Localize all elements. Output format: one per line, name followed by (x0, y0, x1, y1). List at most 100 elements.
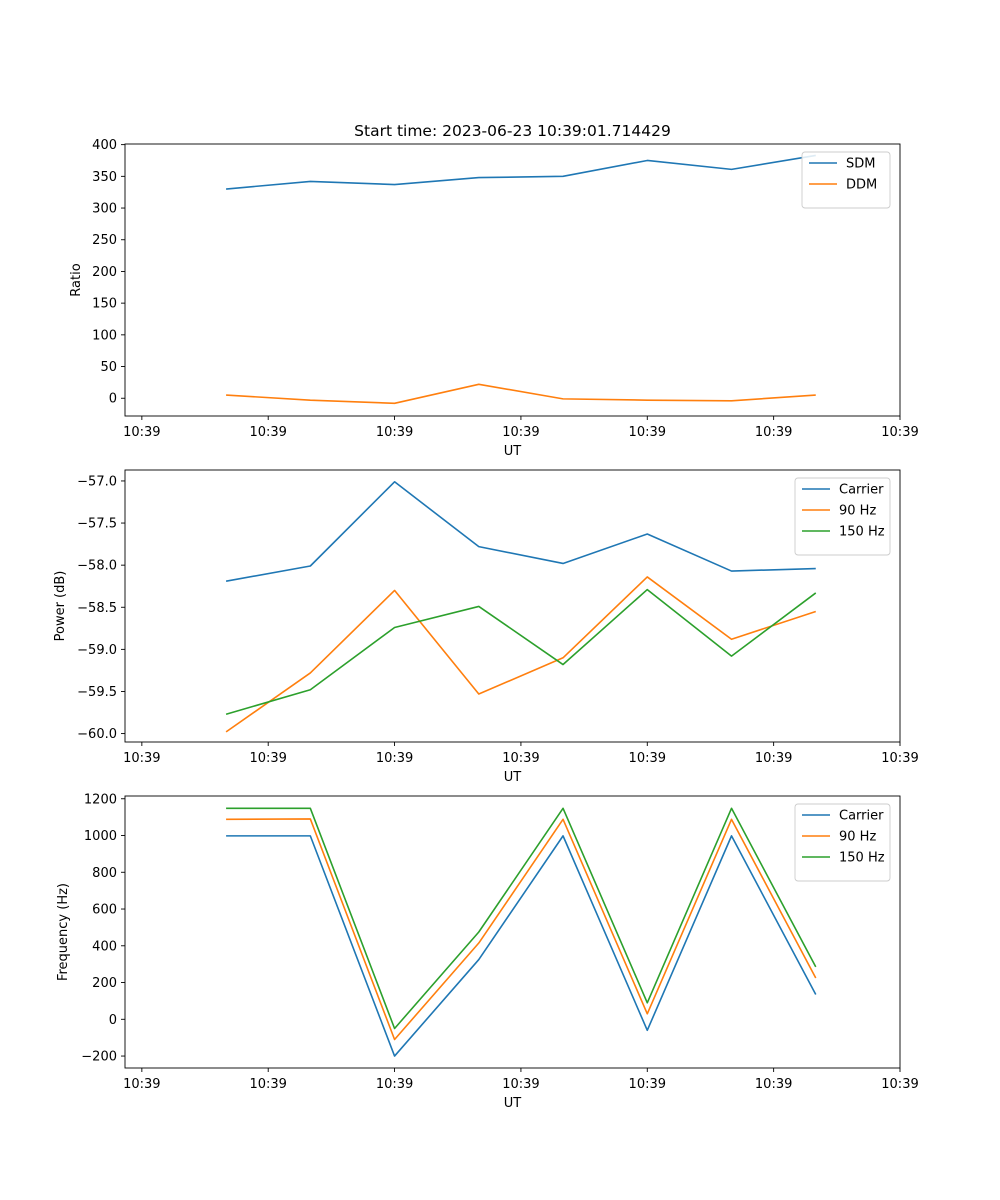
x-tick-label: 10:39 (629, 751, 666, 766)
y-tick-label: 1200 (84, 792, 117, 807)
data-point-sdm (645, 158, 650, 163)
data-point-150-hz (813, 964, 818, 969)
data-point-90-hz (729, 637, 734, 642)
data-point-150-hz (476, 930, 481, 935)
data-point-carrier (645, 532, 650, 537)
x-tick-label: 10:39 (629, 425, 666, 440)
data-point-90-hz (645, 574, 650, 579)
data-point-sdm (392, 182, 397, 187)
data-point-carrier (729, 833, 734, 838)
data-point-ddm (561, 396, 566, 401)
y-tick-label: −59.5 (77, 685, 117, 700)
data-point-ddm (645, 398, 650, 403)
y-tick-label: 300 (92, 202, 117, 217)
data-point-150-hz (224, 712, 229, 717)
series-line-90-hz (225, 576, 817, 733)
data-point-carrier (392, 479, 397, 484)
data-point-carrier (813, 566, 818, 571)
axes-frame (124, 143, 901, 417)
legend-box (794, 477, 891, 556)
y-axis-label: Power (dB) (53, 571, 68, 642)
x-tick-label: 10:39 (755, 751, 792, 766)
subplot-ratio: 10:39 10:39 10:39 10:39 10:39 10:39 10:39 0 50 10… (69, 138, 919, 459)
data-point-90-hz (813, 609, 818, 614)
axes-frame (124, 795, 901, 1069)
data-point-150-hz (729, 654, 734, 659)
y-tick-label: 350 (92, 170, 117, 185)
x-tick-label: 10:39 (755, 1077, 792, 1092)
data-point-ddm (308, 398, 313, 403)
subplot-frequency: 10:39 10:39 10:39 10:39 10:39 10:39 10:39 −200 0… (56, 792, 919, 1111)
x-tick-label: 10:39 (629, 1077, 666, 1092)
y-tick-label: 250 (92, 233, 117, 248)
y-tick-label: 100 (92, 328, 117, 343)
data-point-carrier (561, 833, 566, 838)
series-line-sdm (226, 154, 816, 190)
data-point-carrier (476, 544, 481, 549)
data-point-90-hz (561, 817, 566, 822)
x-tick-label: 10:39 (123, 425, 160, 440)
data-point-90-hz (308, 670, 313, 675)
data-point-carrier (224, 579, 229, 584)
y-tick-label: 200 (92, 265, 117, 280)
legend-label: 150 Hz (839, 525, 885, 540)
x-tick-label: 10:39 (881, 1077, 918, 1092)
legend-box (801, 151, 891, 209)
data-point-90-hz (476, 692, 481, 697)
data-point-90-hz (308, 816, 313, 821)
series-line-carrier (226, 835, 817, 1057)
chart-title: Start time: 2023-06-23 10:39:01.714429 (354, 122, 671, 140)
legend-label: Carrier (839, 483, 884, 498)
data-point-ddm (729, 398, 734, 403)
data-point-150-hz (392, 625, 397, 630)
data-point-sdm (308, 179, 313, 184)
legend-box (794, 803, 891, 882)
legend-label: 90 Hz (839, 504, 876, 519)
x-tick-label: 10:39 (755, 425, 792, 440)
x-tick-label: 10:39 (881, 425, 918, 440)
data-point-carrier (308, 564, 313, 569)
legend-label: SDM (846, 157, 875, 172)
x-tick-label: 10:39 (376, 425, 413, 440)
data-point-sdm (561, 174, 566, 179)
data-point-150-hz (308, 687, 313, 692)
data-point-90-hz (645, 1011, 650, 1016)
series-line-150-hz (226, 807, 817, 1030)
y-tick-label: −59.0 (77, 643, 117, 658)
y-tick-label: 200 (92, 976, 117, 991)
data-point-carrier (645, 1028, 650, 1033)
data-point-carrier (476, 957, 481, 962)
data-point-150-hz (392, 1026, 397, 1031)
y-tick-label: −60.0 (77, 727, 117, 742)
data-point-90-hz (729, 817, 734, 822)
y-tick-label: −200 (81, 1050, 117, 1065)
series-line-ddm (226, 383, 816, 405)
y-axis-label: Ratio (69, 263, 84, 296)
data-point-90-hz (392, 1037, 397, 1042)
x-tick-label: 10:39 (123, 1077, 160, 1092)
y-tick-label: −58.5 (77, 601, 117, 616)
data-point-90-hz (224, 729, 229, 734)
y-tick-label: 50 (100, 360, 117, 375)
x-tick-label: 10:39 (376, 1077, 413, 1092)
data-point-150-hz (561, 806, 566, 811)
data-point-ddm (392, 401, 397, 406)
data-point-90-hz (476, 941, 481, 946)
data-point-carrier (561, 561, 566, 566)
legend-label: Carrier (839, 809, 884, 824)
x-tick-label: 10:39 (376, 751, 413, 766)
x-tick-label: 10:39 (502, 1077, 539, 1092)
data-point-sdm (224, 187, 229, 192)
data-point-150-hz (813, 590, 818, 595)
data-point-150-hz (224, 806, 229, 811)
y-tick-label: 400 (92, 939, 117, 954)
data-point-150-hz (561, 662, 566, 667)
data-point-carrier (224, 833, 229, 838)
y-tick-label: 400 (92, 138, 117, 153)
data-point-carrier (729, 569, 734, 574)
x-tick-label: 10:39 (502, 751, 539, 766)
legend-label: DDM (846, 178, 877, 193)
x-tick-label: 10:39 (123, 751, 160, 766)
data-point-90-hz (813, 975, 818, 980)
